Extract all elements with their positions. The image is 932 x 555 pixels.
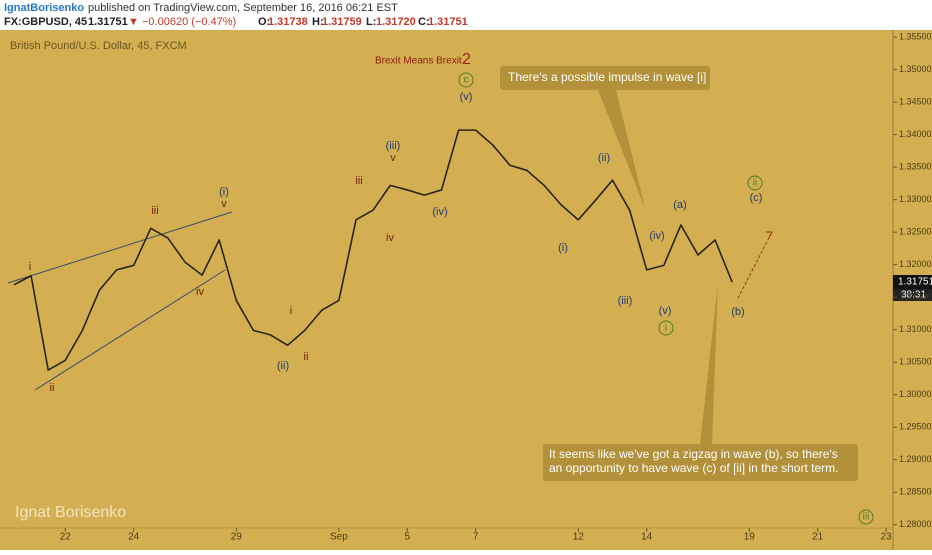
wave-circle [858,509,874,525]
chart-title: British Pound/U.S. Dollar, 45, FXCM [10,40,187,52]
wave-label: iv [386,232,394,244]
y-tick-label: 1.28500 [899,487,932,497]
ohlc: 1.31751 [428,16,468,28]
watermark: Ignat Borisenko [15,504,126,521]
y-tick-label: 1.31500 [899,292,932,302]
x-tick-label: 29 [231,532,243,543]
wave-label: i [29,261,31,273]
callout-text: It seems like we've got a zigzag in wave… [549,447,838,461]
header-bg [0,0,932,30]
wedge-line [7,211,233,284]
y-tick-label: 1.32500 [899,227,932,237]
wave-label: iii [355,175,362,187]
x-tick-label: 5 [405,532,411,543]
wave-label: (ii) [598,152,610,164]
wave-label: (c) [750,192,763,204]
price-tag [893,275,932,289]
y-tick-label: 1.29000 [899,454,932,464]
callout-pointer [598,90,645,208]
y-tick-label: 1.33500 [899,162,932,172]
ohlc: 1.31759 [322,16,362,28]
callout-text: There's a possible impulse in wave [i] [508,70,706,84]
y-tick-label: 1.30000 [899,389,932,399]
wave-circle [458,72,474,88]
projection-arrow [766,231,773,239]
wave-label: (i) [558,242,568,254]
wave-label: i [290,305,292,317]
symbol: FX:GBPUSD, 45 [4,16,87,28]
x-tick-label: 14 [641,532,653,543]
ohlc: H: [312,16,324,28]
wave-label: (b) [731,306,744,318]
y-tick-label: 1.34000 [899,129,932,139]
x-tick-label: 21 [812,532,824,543]
x-tick-label: 22 [60,532,72,543]
price-line [13,129,733,371]
header: IgnatBorisenko published on TradingView.… [4,2,398,28]
wave-label: iii [151,205,158,217]
arrow: ▼ [128,16,139,28]
wave-label: ii [304,351,309,363]
y-tick-label: 1.35000 [899,64,932,74]
x-tick-label: 7 [473,532,479,543]
wave-label: ii [753,178,757,189]
y-tick-label: 1.28000 [899,519,932,529]
wedge-line [34,269,226,391]
ohlc: C: [418,16,430,28]
x-tick-label: 24 [128,532,140,543]
wave-label: (iv) [649,230,664,242]
wave-label: iv [196,286,204,298]
last: 1.31751 [88,16,128,28]
wave-circle [658,320,674,336]
x-tick-label: 23 [881,532,893,543]
y-tick-label: 1.30500 [899,357,932,367]
subtitle-number: 2 [462,51,471,68]
wave-label: (iii) [386,140,401,152]
y-tick-label: 1.34500 [899,97,932,107]
published: published on TradingView.com, September … [88,2,398,14]
callout-text: an opportunity to have wave (c) of [ii] … [549,461,838,475]
wave-label: i [665,323,667,334]
y-tick-label: 1.35500 [899,32,932,42]
countdown-label: 38:31 [901,290,926,301]
callout-box [543,444,858,481]
ohlc: L: [366,16,376,28]
y-tick-label: 1.29500 [899,422,932,432]
wave-label: v [221,198,227,210]
callout-pointer [700,283,718,445]
change: −0.00620 (−0.47%) [142,16,236,28]
ohlc: 1.31720 [376,16,416,28]
ohlc: O: [258,16,270,28]
x-tick-label: 19 [744,532,756,543]
ohlc: 1.31738 [268,16,308,28]
callout-box [500,66,710,90]
wave-label: (a) [673,199,686,211]
y-tick-label: 1.31000 [899,324,932,334]
wave-label: (ii) [277,360,289,372]
price-tag-label: 1.31751 [898,277,932,288]
wave-label: ii [50,382,55,394]
y-tick-label: 1.32000 [899,259,932,269]
wave-circle [747,175,763,191]
author[interactable]: IgnatBorisenko [4,2,84,14]
wave-label: (v) [659,305,672,317]
wave-label: (iii) [618,295,633,307]
wave-label: (v) [460,91,473,103]
wave-label: v [390,152,396,164]
wave-label: (iv) [432,206,447,218]
x-tick-label: Sep [330,532,348,543]
subtitle: Brexit Means Brexit [375,56,462,67]
wave-label: (i) [219,186,229,198]
wave-label: c [464,75,469,86]
projection [737,231,773,299]
x-tick-label: 12 [573,532,585,543]
countdown-tag [893,289,932,301]
y-tick-label: 1.33000 [899,194,932,204]
wave-label: iii [863,512,870,523]
